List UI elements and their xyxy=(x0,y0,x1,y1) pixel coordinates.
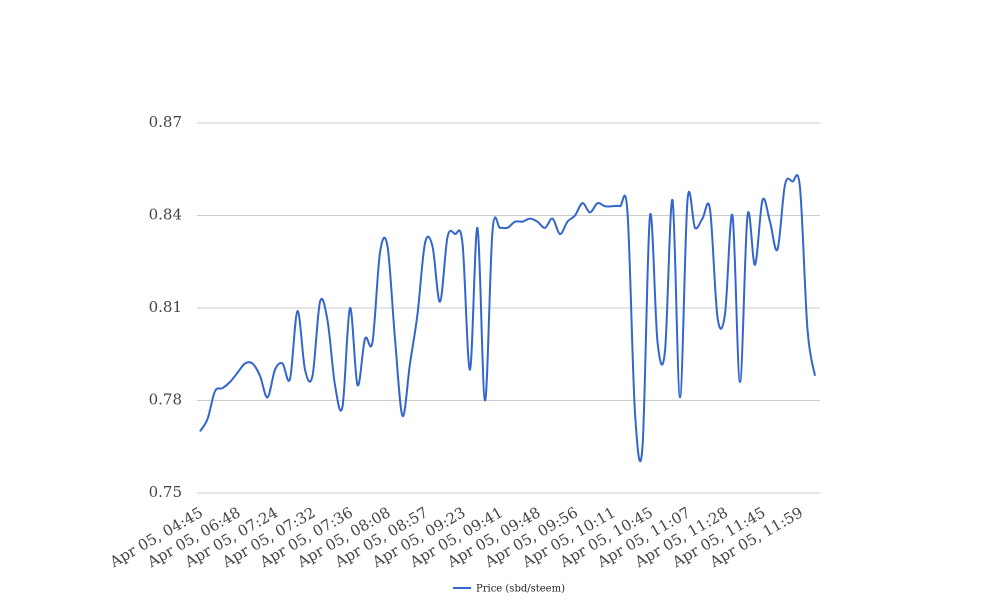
y-tick-label: 0.78 xyxy=(149,391,182,409)
y-tick-label: 0.75 xyxy=(149,483,182,501)
y-tick-label: 0.84 xyxy=(149,206,182,224)
y-tick-label: 0.81 xyxy=(149,298,182,316)
y-tick-label: 0.87 xyxy=(149,113,182,131)
legend-label: Price (sbd/steem) xyxy=(476,584,565,595)
price-line xyxy=(199,174,816,463)
